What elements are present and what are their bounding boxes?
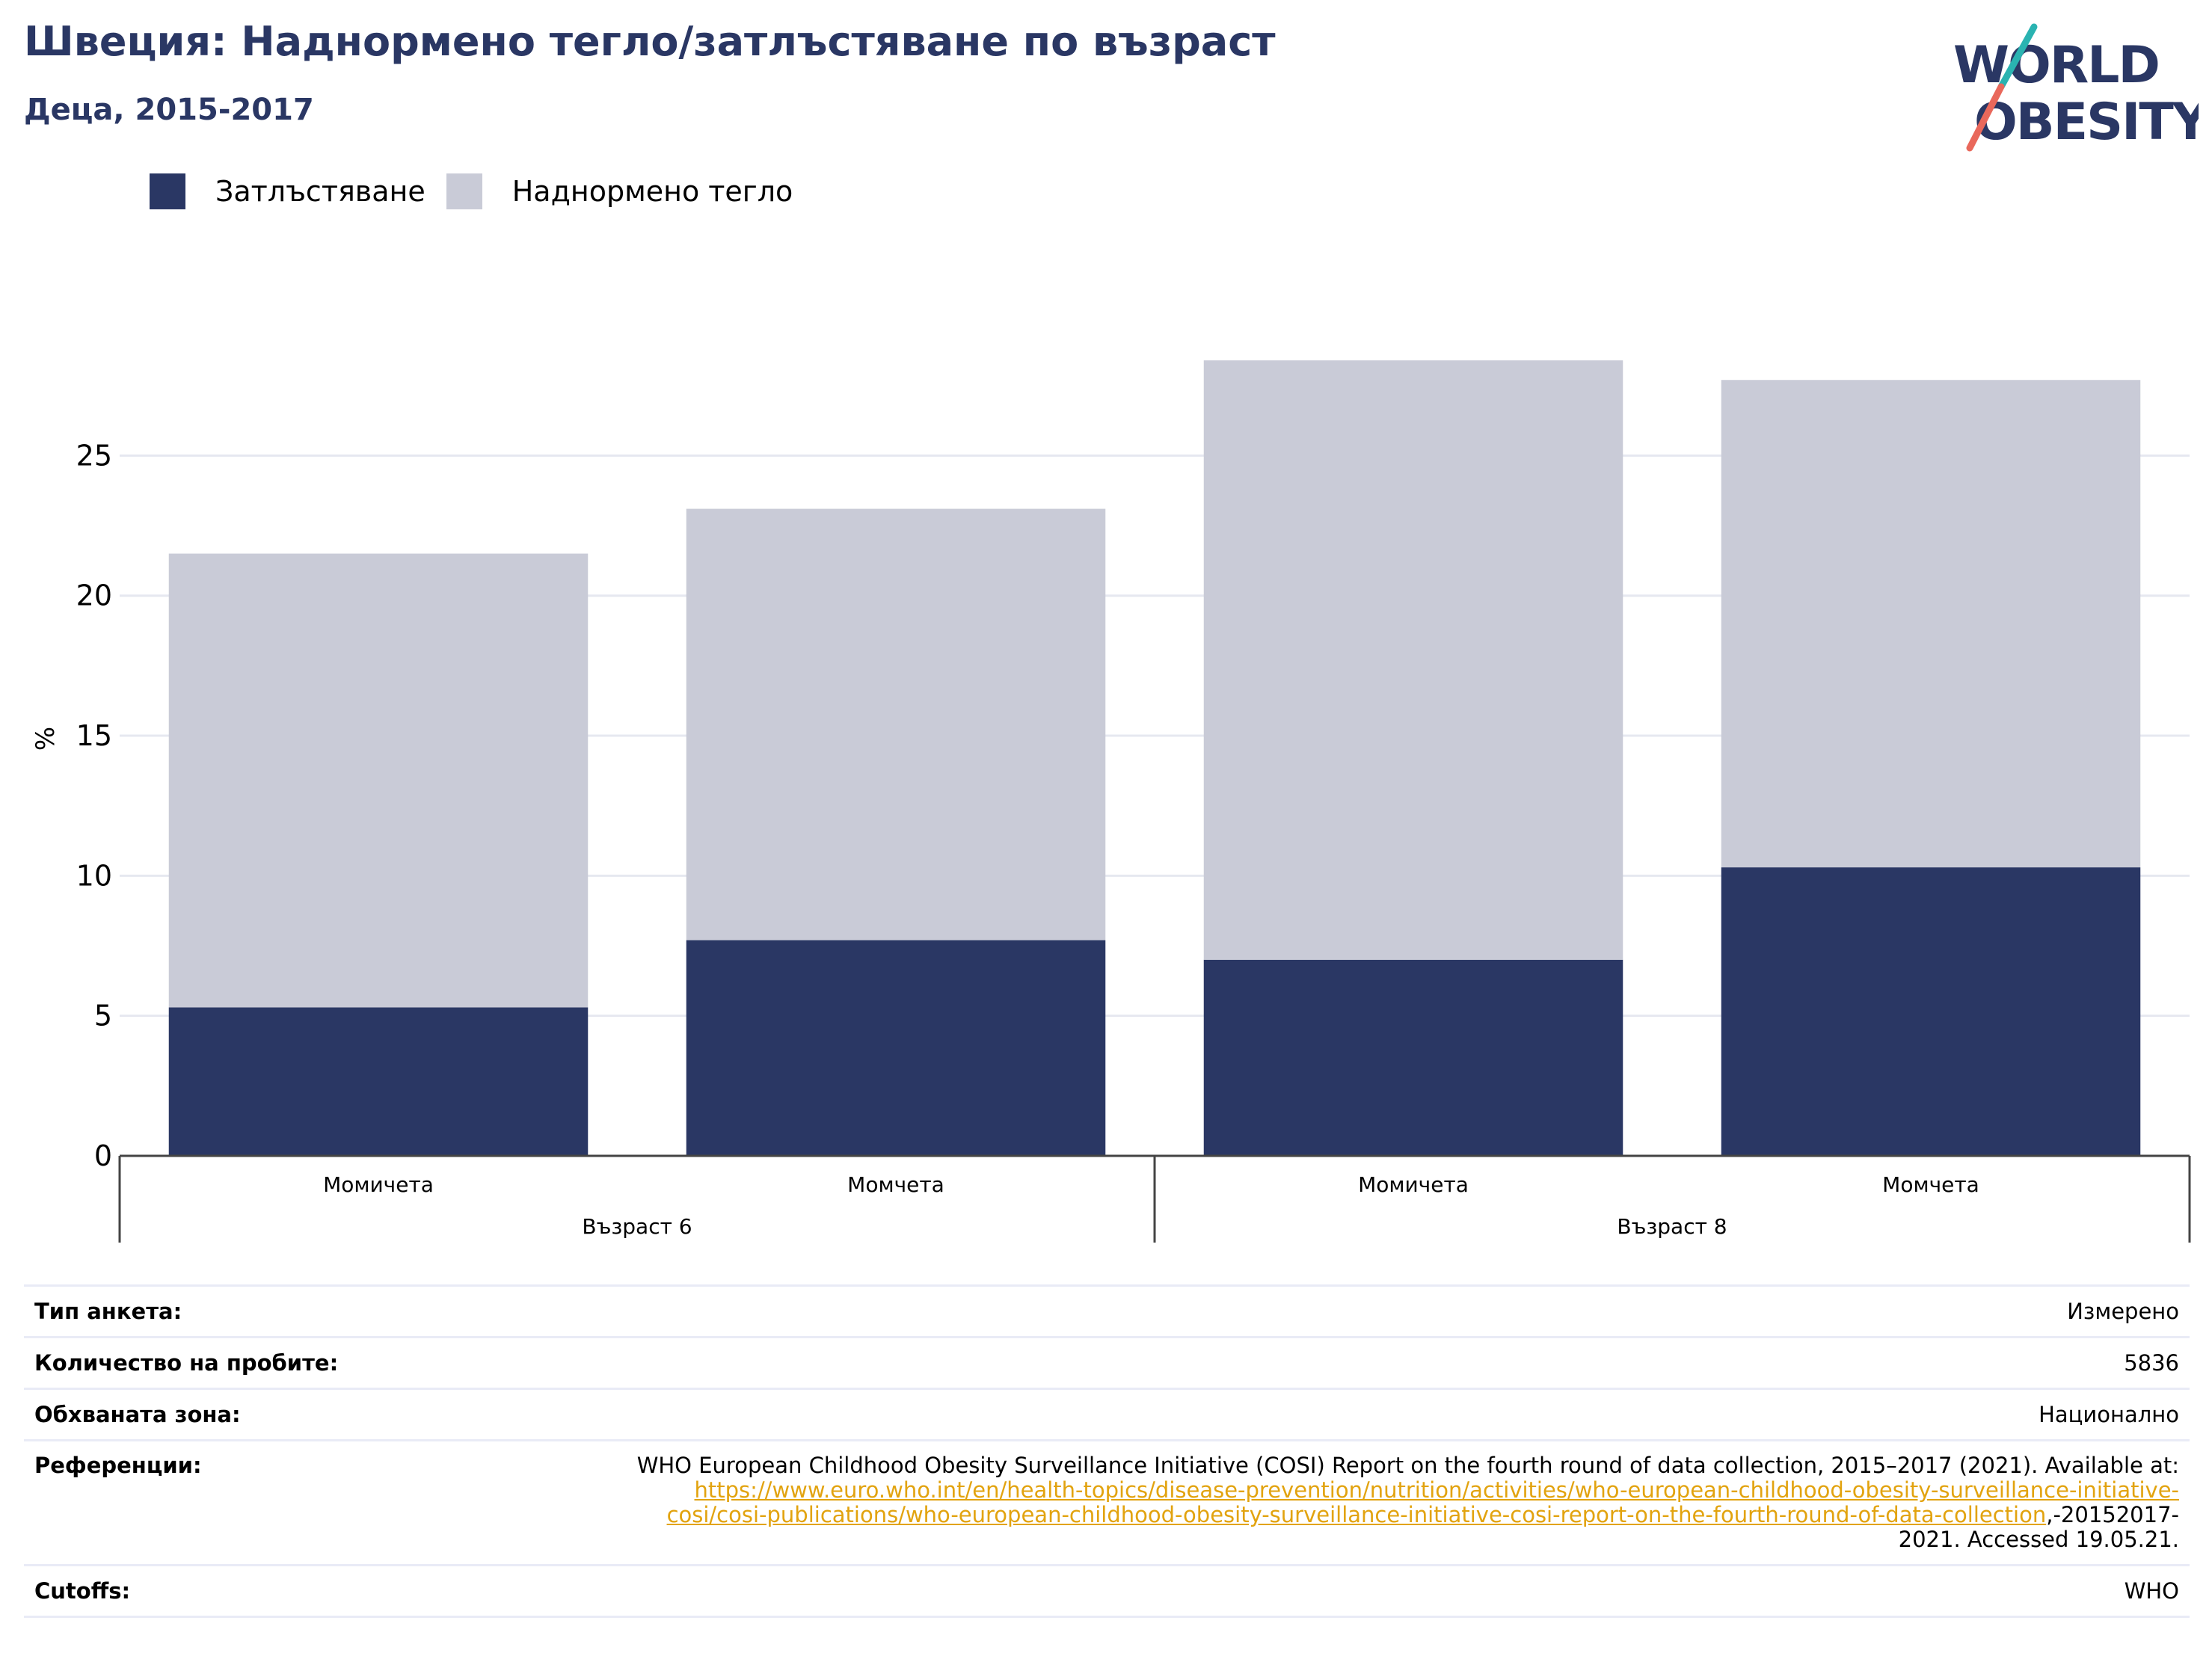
chart-subtitle: Деца, 2015-2017 <box>24 93 314 127</box>
legend-swatch-overweight <box>446 173 482 209</box>
legend-item-overweight: Наднормено тегло <box>446 173 793 209</box>
y-tick-label: 5 <box>94 1000 112 1032</box>
y-tick-label: 20 <box>76 579 112 612</box>
references-link-part-1[interactable]: https://www.euro.who.int/en/health-topic… <box>694 1477 2180 1503</box>
references-link-part-2[interactable]: cosi/cosi-publications/who-european-chil… <box>666 1502 2047 1527</box>
references-accessed: 2021. Accessed 19.05.21. <box>1898 1527 2179 1552</box>
chart-title: Швеция: Наднормено тегло/затлъстяване по… <box>24 18 1276 65</box>
references-text: WHO European Childhood Obesity Surveilla… <box>636 1453 2179 1478</box>
bar-overweight <box>686 508 1106 941</box>
x-group-label: Възраст 6 <box>582 1214 692 1239</box>
world-obesity-logo: WORLD OBESITY <box>1953 23 2199 152</box>
bar-overweight <box>1203 360 1623 960</box>
legend-item-obesity: Затлъстяване <box>150 173 425 209</box>
x-category-label: Момичета <box>1358 1172 1469 1197</box>
legend-label-overweight: Наднормено тегло <box>511 175 793 208</box>
x-group-label: Възраст 8 <box>1617 1214 1727 1239</box>
svg-text:OBESITY: OBESITY <box>1974 93 2199 152</box>
legend-swatch-obesity <box>150 173 185 209</box>
references-text-suffix: ,-20152017- <box>2046 1502 2179 1527</box>
bar-overweight <box>1721 380 2141 868</box>
bar-obesity <box>1721 867 2141 1156</box>
bar-obesity <box>1203 959 1623 1156</box>
info-row-cutoffs: Cutoffs: WHO <box>24 1564 2190 1618</box>
survey-info-table: Тип анкета: Измерено Количество на проби… <box>24 1284 2190 1618</box>
svg-text:WORLD: WORLD <box>1953 36 2159 95</box>
references-value: WHO European Childhood Obesity Surveilla… <box>396 1439 2190 1566</box>
cutoffs-label: Cutoffs: <box>24 1564 397 1618</box>
info-row-survey-type: Тип анкета: Измерено <box>24 1284 2190 1338</box>
info-row-area: Обхваната зона: Национално <box>24 1388 2190 1441</box>
y-tick-label: 25 <box>76 439 112 472</box>
area-value: Национално <box>396 1388 2190 1441</box>
x-category-label: Момчета <box>1882 1172 1979 1197</box>
sample-size-label: Количество на пробите: <box>24 1336 397 1389</box>
bar-obesity <box>168 1007 589 1156</box>
area-label: Обхваната зона: <box>24 1388 397 1441</box>
x-category-label: Момчета <box>847 1172 944 1197</box>
y-axis-label: % <box>31 727 61 751</box>
info-row-references: Референции: WHO European Childhood Obesi… <box>24 1439 2190 1566</box>
bar-obesity <box>686 940 1106 1156</box>
info-row-sample-size: Количество на пробите: 5836 <box>24 1336 2190 1389</box>
stacked-bar-chart: 0 5 10 15 20 25% Момичета Момчета Момичета Момчет… <box>31 360 2191 1243</box>
y-tick-label: 0 <box>94 1139 112 1172</box>
y-tick-label: 10 <box>76 859 112 892</box>
survey-type-label: Тип анкета: <box>24 1284 397 1338</box>
y-tick-label: 15 <box>76 719 112 752</box>
legend-label-obesity: Затлъстяване <box>215 175 425 208</box>
sample-size-value: 5836 <box>396 1336 2190 1389</box>
x-category-label: Момичета <box>323 1172 434 1197</box>
references-link[interactable]: https://www.euro.who.int/en/health-topic… <box>667 1477 2179 1527</box>
references-label: Референции: <box>24 1439 397 1566</box>
survey-type-value: Измерено <box>396 1284 2190 1338</box>
cutoffs-value: WHO <box>396 1564 2190 1618</box>
chart-legend: Затлъстяване Наднормено тегло <box>150 172 814 211</box>
bar-overweight <box>168 553 589 1008</box>
